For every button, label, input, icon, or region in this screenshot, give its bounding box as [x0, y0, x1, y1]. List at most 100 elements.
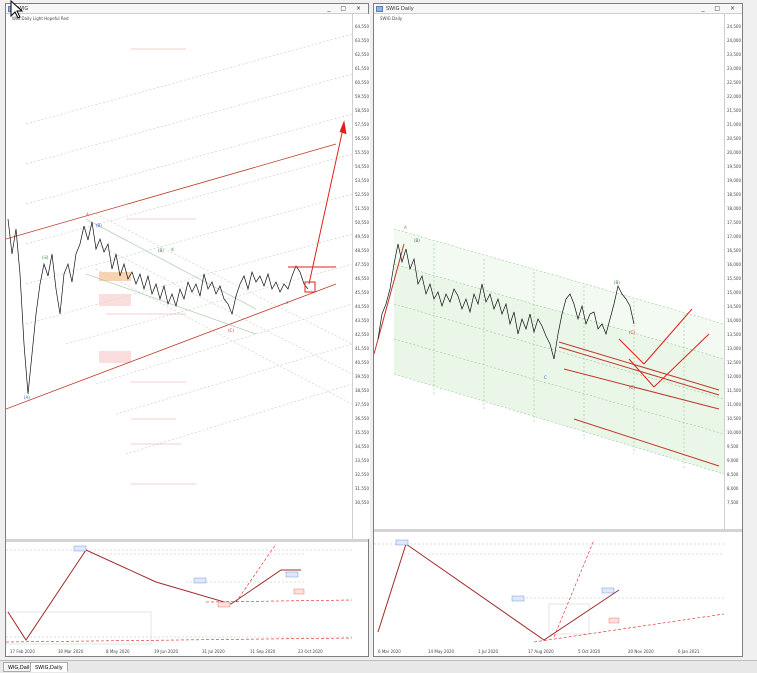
price-tick: 43,550: [355, 318, 369, 323]
chart-window-icon: [376, 6, 383, 12]
date-tick: 11 Sep 2020: [250, 649, 276, 654]
price-tick: 19,500: [727, 164, 741, 169]
price-tick: 18,000: [727, 206, 741, 211]
mouse-cursor-icon: [10, 0, 24, 19]
price-tick: 15,500: [727, 276, 741, 281]
svg-text:(C): (C): [629, 330, 635, 335]
price-tick: 60,550: [355, 80, 369, 85]
price-tick: 8,500: [727, 472, 739, 477]
date-tick: 19 Jun 2020: [154, 649, 179, 654]
date-tick: 17 Aug 2020: [528, 649, 554, 654]
close-icon[interactable]: ×: [729, 5, 739, 12]
price-tick: 38,550: [355, 388, 369, 393]
price-tick: 12,000: [727, 374, 741, 379]
price-tick: 50,550: [355, 220, 369, 225]
date-tick: 1 Jul 2020: [478, 649, 499, 654]
price-tick: 9,500: [727, 444, 739, 449]
svg-text:A: A: [86, 212, 89, 217]
price-tick: 57,550: [355, 122, 369, 127]
svg-text:d: d: [171, 247, 174, 252]
price-tick: 11,500: [727, 388, 741, 393]
price-tick: 16,000: [727, 262, 741, 267]
price-tick: 21,000: [727, 122, 741, 127]
minimize-icon[interactable]: _: [327, 5, 335, 12]
price-tick: 20,000: [727, 150, 741, 155]
price-tick: 35,550: [355, 430, 369, 435]
price-chart-left[interactable]: A (B) (B) d (C) (A) (iii) c: [6, 14, 352, 539]
price-tick: 23,500: [727, 52, 741, 57]
price-tick: 62,550: [355, 52, 369, 57]
price-tick: 54,550: [355, 164, 369, 169]
window-titlebar-left[interactable]: WIG _ □ ×: [6, 4, 368, 14]
price-tick: 30,550: [355, 500, 369, 505]
chart-window-right[interactable]: SWIG Daily _ □ × SWIG Daily: [373, 3, 743, 657]
price-tick: 10,000: [727, 430, 741, 435]
price-tick: 53,550: [355, 178, 369, 183]
pane-splitter-left[interactable]: [6, 539, 368, 542]
price-tick: 64,550: [355, 24, 369, 29]
window-controls-right[interactable]: _ □ ×: [701, 4, 739, 14]
price-tick: 61,550: [355, 66, 369, 71]
price-tick: 8,000: [727, 486, 739, 491]
svg-text:C: C: [544, 375, 547, 380]
price-tick: 63,550: [355, 38, 369, 43]
date-tick: 30 Mar 2020: [58, 649, 84, 654]
indicator-pane-right[interactable]: [374, 532, 724, 647]
chart-legend-right: SWIG Daily: [380, 16, 403, 21]
price-tick: 47,550: [355, 262, 369, 267]
price-tick: 58,550: [355, 108, 369, 113]
maximize-icon[interactable]: □: [714, 5, 725, 12]
price-tick: 32,550: [355, 472, 369, 477]
svg-text:(B): (B): [158, 248, 164, 253]
date-axis-right[interactable]: 6 Mar 2020 14 May 2020 1 Jul 2020 17 Aug…: [374, 647, 724, 657]
price-axis-right[interactable]: 24,500 24,000 23,500 23,000 22,500 22,00…: [724, 14, 742, 529]
price-axis-left[interactable]: 64,550 63,550 62,550 61,550 60,550 59,55…: [352, 14, 370, 539]
price-tick: 49,550: [355, 234, 369, 239]
window-controls-left[interactable]: _ □ ×: [327, 4, 365, 14]
price-tick: 20,500: [727, 136, 741, 141]
price-tick: 33,550: [355, 458, 369, 463]
price-tick: 24,500: [727, 24, 741, 29]
price-tick: 11,000: [727, 402, 741, 407]
date-tick: 17 Feb 2020: [10, 649, 35, 654]
date-tick: 8 May 2020: [106, 649, 130, 654]
minimize-icon[interactable]: _: [701, 5, 709, 12]
price-tick: 44,550: [355, 304, 369, 309]
price-tick: 31,550: [355, 486, 369, 491]
pane-splitter-right[interactable]: [374, 529, 742, 532]
price-tick: 23,000: [727, 66, 741, 71]
price-tick: 36,550: [355, 416, 369, 421]
indicator-pane-left[interactable]: [6, 542, 352, 647]
price-tick: 22,000: [727, 94, 741, 99]
price-tick: 16,500: [727, 248, 741, 253]
price-chart-right[interactable]: A (B) C (B) (C) (C): [374, 14, 724, 529]
maximize-icon[interactable]: □: [340, 5, 351, 12]
price-tick: 9,000: [727, 458, 739, 463]
price-tick: 59,550: [355, 94, 369, 99]
window-title-left: WIG: [18, 6, 29, 12]
svg-text:(B): (B): [96, 223, 102, 228]
svg-text:A: A: [404, 225, 407, 230]
price-tick: 21,500: [727, 108, 741, 113]
price-tick: 24,000: [727, 38, 741, 43]
price-tick: 34,550: [355, 444, 369, 449]
price-tick: 46,550: [355, 276, 369, 281]
date-tick: 31 Jul 2020: [202, 649, 225, 654]
close-icon[interactable]: ×: [355, 5, 365, 12]
price-tick: 52,550: [355, 192, 369, 197]
price-tick: 22,500: [727, 80, 741, 85]
tab-swig-daily[interactable]: SWIG,Daily: [30, 662, 68, 672]
price-tick: 56,550: [355, 136, 369, 141]
price-tick: 55,550: [355, 150, 369, 155]
price-tick: 17,000: [727, 234, 741, 239]
price-tick: 39,550: [355, 374, 369, 379]
chart-legend-left: WIG Daily Light Hopeful Red: [12, 16, 69, 21]
price-tick: 13,500: [727, 332, 741, 337]
window-titlebar-right[interactable]: SWIG Daily _ □ ×: [374, 4, 742, 14]
price-tick: 10,500: [727, 416, 741, 421]
chart-window-left[interactable]: WIG _ □ × WIG Daily Light Hopeful Red: [5, 3, 370, 657]
chart-tab-bar: WIG,Daily SWIG,Daily: [0, 660, 757, 673]
date-axis-left[interactable]: 17 Feb 2020 30 Mar 2020 8 May 2020 19 Ju…: [6, 647, 352, 657]
svg-text:(B): (B): [414, 238, 420, 243]
svg-text:(B): (B): [614, 280, 620, 285]
